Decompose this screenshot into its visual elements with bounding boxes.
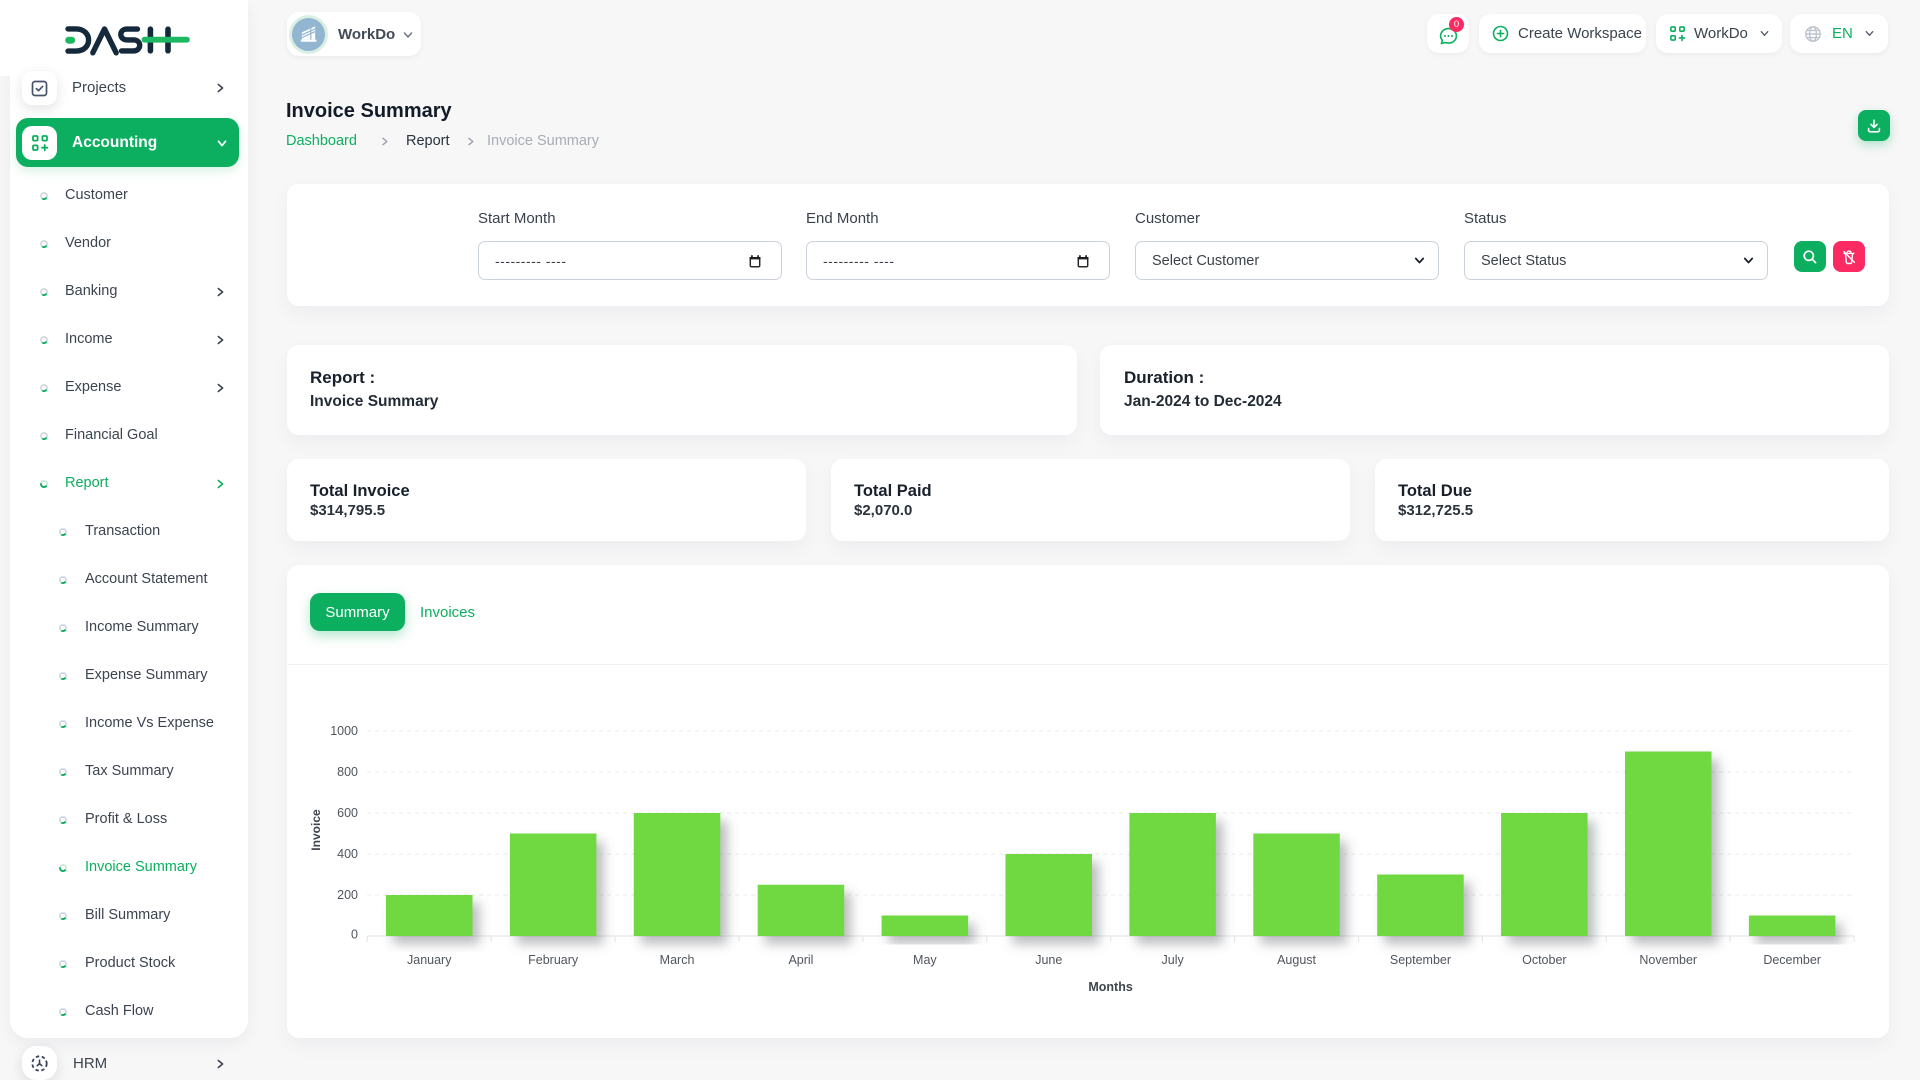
svg-text:June: June xyxy=(1035,953,1062,967)
svg-text:September: September xyxy=(1390,953,1451,967)
svg-text:Months: Months xyxy=(1088,980,1132,994)
svg-text:December: December xyxy=(1763,953,1821,967)
svg-text:November: November xyxy=(1639,953,1697,967)
svg-text:May: May xyxy=(913,953,937,967)
svg-text:1000: 1000 xyxy=(330,724,358,738)
svg-text:January: January xyxy=(407,953,452,967)
svg-text:Invoice: Invoice xyxy=(309,809,323,851)
svg-text:800: 800 xyxy=(337,765,358,779)
svg-text:July: July xyxy=(1162,953,1185,967)
svg-text:600: 600 xyxy=(337,806,358,820)
svg-text:March: March xyxy=(660,953,695,967)
svg-text:August: August xyxy=(1277,953,1316,967)
svg-text:0: 0 xyxy=(351,928,358,942)
svg-text:200: 200 xyxy=(337,888,358,902)
svg-text:October: October xyxy=(1522,953,1566,967)
svg-text:400: 400 xyxy=(337,847,358,861)
svg-text:February: February xyxy=(528,953,579,967)
svg-text:April: April xyxy=(788,953,813,967)
